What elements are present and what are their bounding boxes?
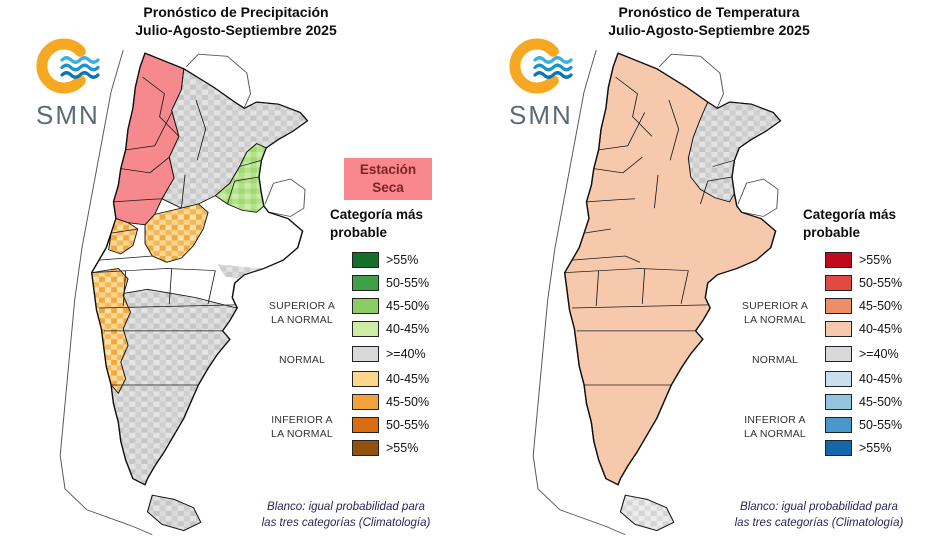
legend-swatch	[352, 440, 379, 456]
legend-row: 50-55%	[352, 417, 429, 433]
title-line1: Pronóstico de Temperatura	[618, 4, 800, 20]
legend-group-inferior: INFERIOR A LA NORMAL	[744, 414, 806, 440]
legend-group-normal: NORMAL	[278, 354, 326, 366]
legend-swatch	[352, 275, 379, 291]
legend-group-superior: SUPERIOR A LA NORMAL	[741, 300, 809, 326]
legend-title: Categoría más probable	[330, 206, 423, 242]
legend-title-line1: Categoría más	[803, 207, 897, 222]
legend-label: >55%	[859, 441, 892, 455]
argentina-map-precipitation	[59, 49, 309, 536]
legend-label: >=40%	[386, 347, 426, 361]
title-line2: Julio-Agosto-Septiembre 2025	[608, 22, 810, 39]
legend-row: 40-45%	[352, 371, 429, 387]
legend-label: 50-55%	[386, 276, 430, 290]
badge-line1: Estación	[359, 162, 417, 178]
legend-row: 45-50%	[825, 298, 902, 314]
legend-row: 45-50%	[825, 394, 902, 410]
legend-swatch	[352, 252, 379, 268]
title-line1: Pronóstico de Precipitación	[143, 4, 329, 20]
legend-group-superior: SUPERIOR A LA NORMAL	[268, 300, 336, 326]
legend-label: 45-50%	[386, 299, 430, 313]
smn-logo: SMN	[509, 38, 573, 130]
legend-label: 40-45%	[859, 372, 903, 386]
legend-row: >=40%	[825, 346, 902, 362]
panel-title: Pronóstico de Precipitación Julio-Agosto…	[0, 3, 472, 40]
smn-logo-text: SMN	[36, 100, 100, 130]
legend-label: 45-50%	[859, 395, 903, 409]
legend-label: 45-50%	[386, 395, 430, 409]
legend-label: 40-45%	[386, 372, 430, 386]
panel-temperature: Pronóstico de Temperatura Julio-Agosto-S…	[473, 0, 945, 557]
legend-swatch	[825, 298, 852, 314]
legend-row: >=40%	[352, 346, 429, 362]
legend-row: 50-55%	[352, 275, 429, 291]
legend-title: Categoría más probable	[803, 206, 896, 242]
legend-title-line2: probable	[330, 224, 388, 240]
legend-label: 50-55%	[386, 418, 430, 432]
footnote: Blanco: igual probabilidad para las tres…	[261, 501, 431, 529]
legend-label: >55%	[386, 253, 419, 267]
legend-row: 40-45%	[825, 321, 902, 337]
argentina-map-temperature	[532, 49, 782, 536]
legend-label: 40-45%	[386, 322, 430, 336]
tierra-del-fuego	[146, 494, 202, 532]
smn-logo-ring-icon	[509, 38, 559, 94]
legend-label: 40-45%	[859, 322, 903, 336]
legend-label: 50-55%	[859, 276, 903, 290]
legend-row: 50-55%	[825, 275, 902, 291]
legend-label: 50-55%	[859, 418, 903, 432]
smn-logo-ring-icon	[36, 38, 86, 94]
legend-swatch	[825, 371, 852, 387]
legend-group-inferior: INFERIOR A LA NORMAL	[271, 414, 333, 440]
smn-logo: SMN	[36, 38, 100, 130]
estacion-seca-badge: Estación Seca	[344, 158, 432, 200]
legend-label: >=40%	[859, 347, 899, 361]
legend-row: 40-45%	[352, 321, 429, 337]
legend-swatch	[352, 346, 379, 362]
legend-label: >55%	[386, 441, 419, 455]
legend-swatch	[352, 417, 379, 433]
legend-label: 45-50%	[859, 299, 903, 313]
legend-swatch	[825, 275, 852, 291]
legend-row: >55%	[825, 440, 902, 456]
legend-swatch	[825, 440, 852, 456]
legend-rows: >55% 50-55% 45-50% 40-45% >=40% 40-45% 45-50% 5…	[352, 252, 429, 463]
legend-row: >55%	[352, 252, 429, 268]
legend-swatch	[352, 394, 379, 410]
legend-row: >55%	[825, 252, 902, 268]
panel-title: Pronóstico de Temperatura Julio-Agosto-S…	[473, 3, 945, 40]
legend-label: >55%	[859, 253, 892, 267]
legend-swatch	[825, 394, 852, 410]
legend-rows: >55% 50-55% 45-50% 40-45% >=40% 40-45% 45-50% 5…	[825, 252, 902, 463]
title-line2: Julio-Agosto-Septiembre 2025	[135, 22, 337, 39]
legend-row: 50-55%	[825, 417, 902, 433]
panel-precipitation: Pronóstico de Precipitación Julio-Agosto…	[0, 0, 472, 557]
legend-row: 40-45%	[825, 371, 902, 387]
smn-logo-text: SMN	[509, 100, 573, 130]
legend-swatch	[825, 346, 852, 362]
legend-swatch	[352, 298, 379, 314]
footnote: Blanco: igual probabilidad para las tres…	[734, 501, 904, 529]
legend-row: >55%	[352, 440, 429, 456]
legend-swatch	[352, 371, 379, 387]
badge-line2: Seca	[372, 180, 404, 195]
region-inferior-center	[144, 203, 209, 263]
legend-swatch	[825, 321, 852, 337]
region-normal-northeast	[687, 101, 781, 203]
smn-logo-waves-icon	[533, 56, 573, 79]
legend-swatch	[825, 252, 852, 268]
legend-title-line1: Categoría más	[330, 207, 424, 222]
tierra-del-fuego	[619, 494, 675, 532]
legend-group-normal: NORMAL	[751, 354, 799, 366]
legend-row: 45-50%	[352, 298, 429, 314]
smn-logo-waves-icon	[60, 56, 100, 79]
legend-title-line2: probable	[803, 224, 861, 240]
legend-swatch	[352, 321, 379, 337]
legend-swatch	[825, 417, 852, 433]
legend-row: 45-50%	[352, 394, 429, 410]
